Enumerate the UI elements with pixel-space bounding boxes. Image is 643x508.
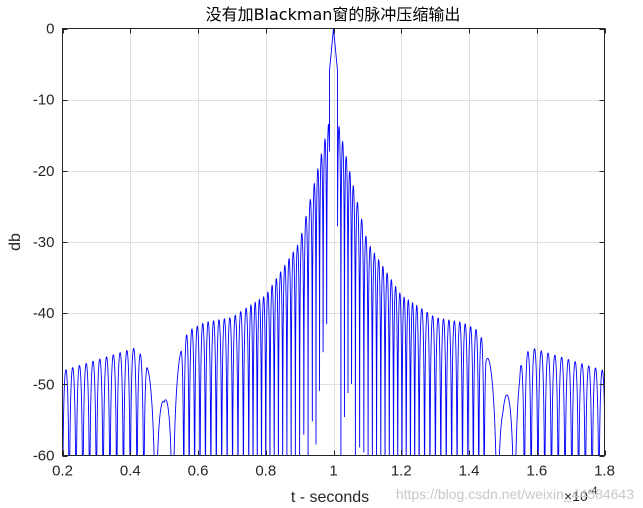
x-axis-label: t - seconds	[291, 489, 369, 506]
y-tick-labels: 0 -10 -20 -30 -40 -50 -60	[33, 21, 55, 465]
y-tick-label: -20	[33, 163, 55, 180]
x-exponent-power: -4	[588, 485, 598, 497]
x-tick-label: 1.6	[526, 463, 547, 480]
y-tick-label: -50	[33, 376, 55, 393]
x-tick-label: 1.8	[594, 463, 615, 480]
x-exponent-base: ×10	[564, 488, 588, 504]
x-tick-label: 1	[329, 463, 337, 480]
y-tick-label: -10	[33, 92, 55, 109]
y-axis-label: db	[7, 233, 24, 251]
y-tick-label: -60	[33, 448, 55, 465]
x-tick-labels: 0.2 0.4 0.6 0.8 1 1.2 1.4 1.6 1.8	[52, 463, 615, 480]
chart-title: 没有加Blackman窗的脉冲压缩输出	[206, 5, 461, 24]
y-tick-label: -30	[33, 234, 55, 251]
x-tick-label: 0.4	[120, 463, 141, 480]
axes-ticks	[62, 28, 606, 457]
y-tick-label: 0	[46, 21, 54, 38]
watermark: https://blog.csdn.net/weixin_44584643	[396, 486, 634, 502]
y-tick-label: -40	[33, 305, 55, 322]
grid	[62, 28, 605, 456]
x-tick-label: 0.2	[52, 463, 73, 480]
x-tick-label: 0.6	[188, 463, 209, 480]
x-tick-label: 1.4	[459, 463, 480, 480]
x-tick-label: 1.2	[391, 463, 412, 480]
x-exponent-label: ×10-4	[564, 485, 598, 504]
x-tick-label: 0.8	[255, 463, 276, 480]
